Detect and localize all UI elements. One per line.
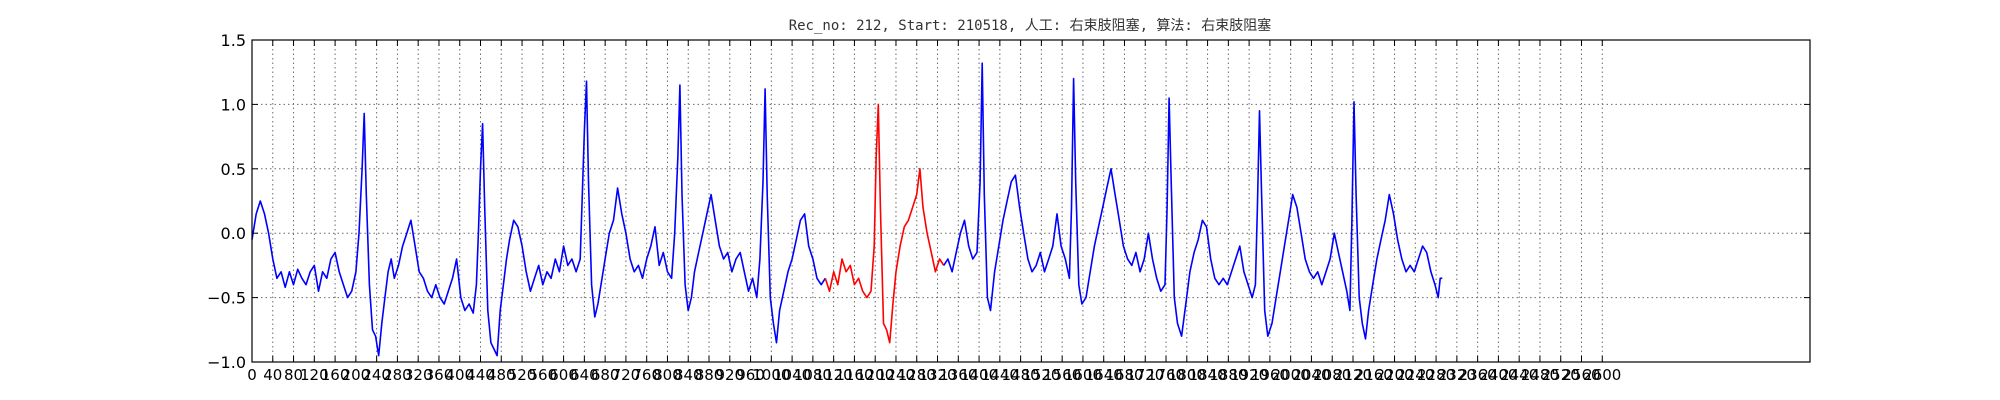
x-tick-label: 1480 [1002,366,1040,384]
x-tick-label: 2320 [1438,366,1476,384]
x-tick-label: 280 [383,366,412,384]
x-tick-label: 880 [695,366,724,384]
x-tick-label: 840 [674,366,703,384]
x-tick-label: 1320 [918,366,956,384]
x-tick-label: 1760 [1147,366,1185,384]
x-tick-label: 1080 [794,366,832,384]
x-tick-label: 320 [404,366,433,384]
x-tick-label: 760 [632,366,661,384]
x-tick-label: 1160 [835,366,873,384]
x-tick-label: 2560 [1562,366,1600,384]
x-tick-label: 1680 [1105,366,1143,384]
x-tick-label: 1280 [898,366,936,384]
x-tick-label: 2160 [1355,366,1393,384]
x-tick-label: 1640 [1085,366,1123,384]
x-tick-label: 960 [736,366,765,384]
y-axis: −1.0 −0.5 0.0 0.5 1.0 1.5 [207,31,1810,372]
x-tick-label: 2600 [1583,366,1621,384]
x-axis: 0 40 8012016020024028032036040044048052056… [247,40,1621,384]
x-tick-label: 2080 [1313,366,1351,384]
x-tick-label: 1600 [1064,366,1102,384]
x-tick-label: 2280 [1417,366,1455,384]
x-tick-label: 40 [263,366,282,384]
x-tick-label: 640 [570,366,599,384]
x-tick-label: 80 [284,366,303,384]
x-tick-label: 2040 [1292,366,1330,384]
x-tick-label: 400 [445,366,474,384]
x-tick-label: 1440 [981,366,1019,384]
series-line-1 [251,80,826,357]
plot-area-frame [251,39,1811,363]
series-line-2 [824,103,945,344]
x-tick-label: 2000 [1272,366,1310,384]
x-tick-label: 1840 [1188,366,1226,384]
y-tick-label: 0.5 [221,160,246,179]
x-tick-label: 120 [300,366,329,384]
x-tick-label: 1400 [960,366,998,384]
x-tick-label: 0 [247,366,257,384]
x-tick-label: 920 [715,366,744,384]
x-tick-label: 2240 [1396,366,1434,384]
y-tick-label: −1.0 [207,353,246,372]
x-tick-label: 200 [342,366,371,384]
x-tick-label: 480 [487,366,516,384]
x-tick-label: 2400 [1479,366,1517,384]
x-tick-label: 1800 [1168,366,1206,384]
x-tick-label: 1520 [1022,366,1060,384]
x-tick-label: 600 [549,366,578,384]
x-tick-label: 440 [466,366,495,384]
x-tick-label: 2480 [1521,366,1559,384]
x-tick-label: 240 [362,366,391,384]
y-tick-label: 0.0 [221,224,246,243]
x-tick-label: 1720 [1126,366,1164,384]
x-tick-label: 2200 [1375,366,1413,384]
x-tick-label: 1120 [815,366,853,384]
x-tick-label: 2440 [1500,366,1538,384]
x-tick-label: 1000 [752,366,790,384]
x-tick-label: 1920 [1230,366,1268,384]
x-tick-label: 520 [508,366,537,384]
x-tick-label: 680 [591,366,620,384]
x-tick-label: 1040 [773,366,811,384]
x-tick-label: 1880 [1209,366,1247,384]
y-tick-label: 1.0 [221,95,246,114]
y-tick-label: −0.5 [207,289,246,308]
x-tick-label: 1240 [877,366,915,384]
chart-title: Rec_no: 212, Start: 210518, 人工: 右束肢阻塞, 算… [789,17,1272,34]
x-tick-label: 360 [425,366,454,384]
x-tick-label: 1560 [1043,366,1081,384]
x-tick-label: 2360 [1459,366,1497,384]
series-line-3 [943,62,1443,340]
grid-layer [252,40,1810,362]
x-tick-label: 800 [653,366,682,384]
x-tick-label: 720 [612,366,641,384]
x-tick-label: 160 [321,366,350,384]
x-tick-label: 2120 [1334,366,1372,384]
x-tick-label: 1200 [856,366,894,384]
x-tick-label: 1960 [1251,366,1289,384]
x-tick-label: 560 [529,366,558,384]
series-layer [251,62,1443,357]
y-tick-label: 1.5 [221,31,246,50]
x-tick-label: 2520 [1542,366,1580,384]
x-tick-label: 1360 [939,366,977,384]
